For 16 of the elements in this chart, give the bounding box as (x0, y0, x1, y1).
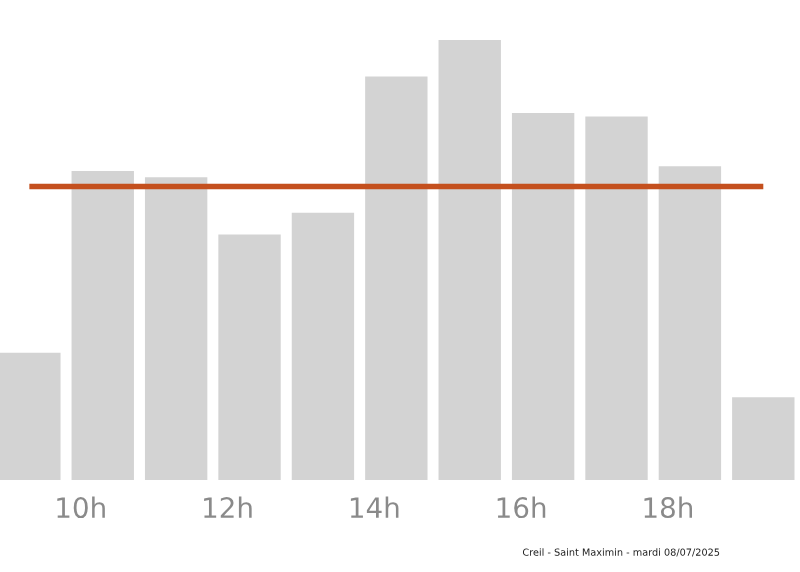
bar (511, 112, 575, 480)
x-tick-label: 12h (204, 496, 252, 518)
bar (658, 166, 722, 480)
bar (438, 39, 501, 480)
bar (144, 177, 208, 480)
bar (71, 171, 134, 480)
x-tick-label: 10h (57, 496, 105, 519)
x-tick-label: 18h (644, 496, 693, 519)
bar (291, 212, 355, 480)
x-tick-label: 16h (497, 496, 546, 519)
bar (732, 397, 795, 480)
bar (365, 76, 428, 480)
bar (218, 234, 281, 480)
bar (585, 116, 648, 480)
x-tick-label: 14h (350, 496, 399, 518)
bar (0, 352, 61, 480)
